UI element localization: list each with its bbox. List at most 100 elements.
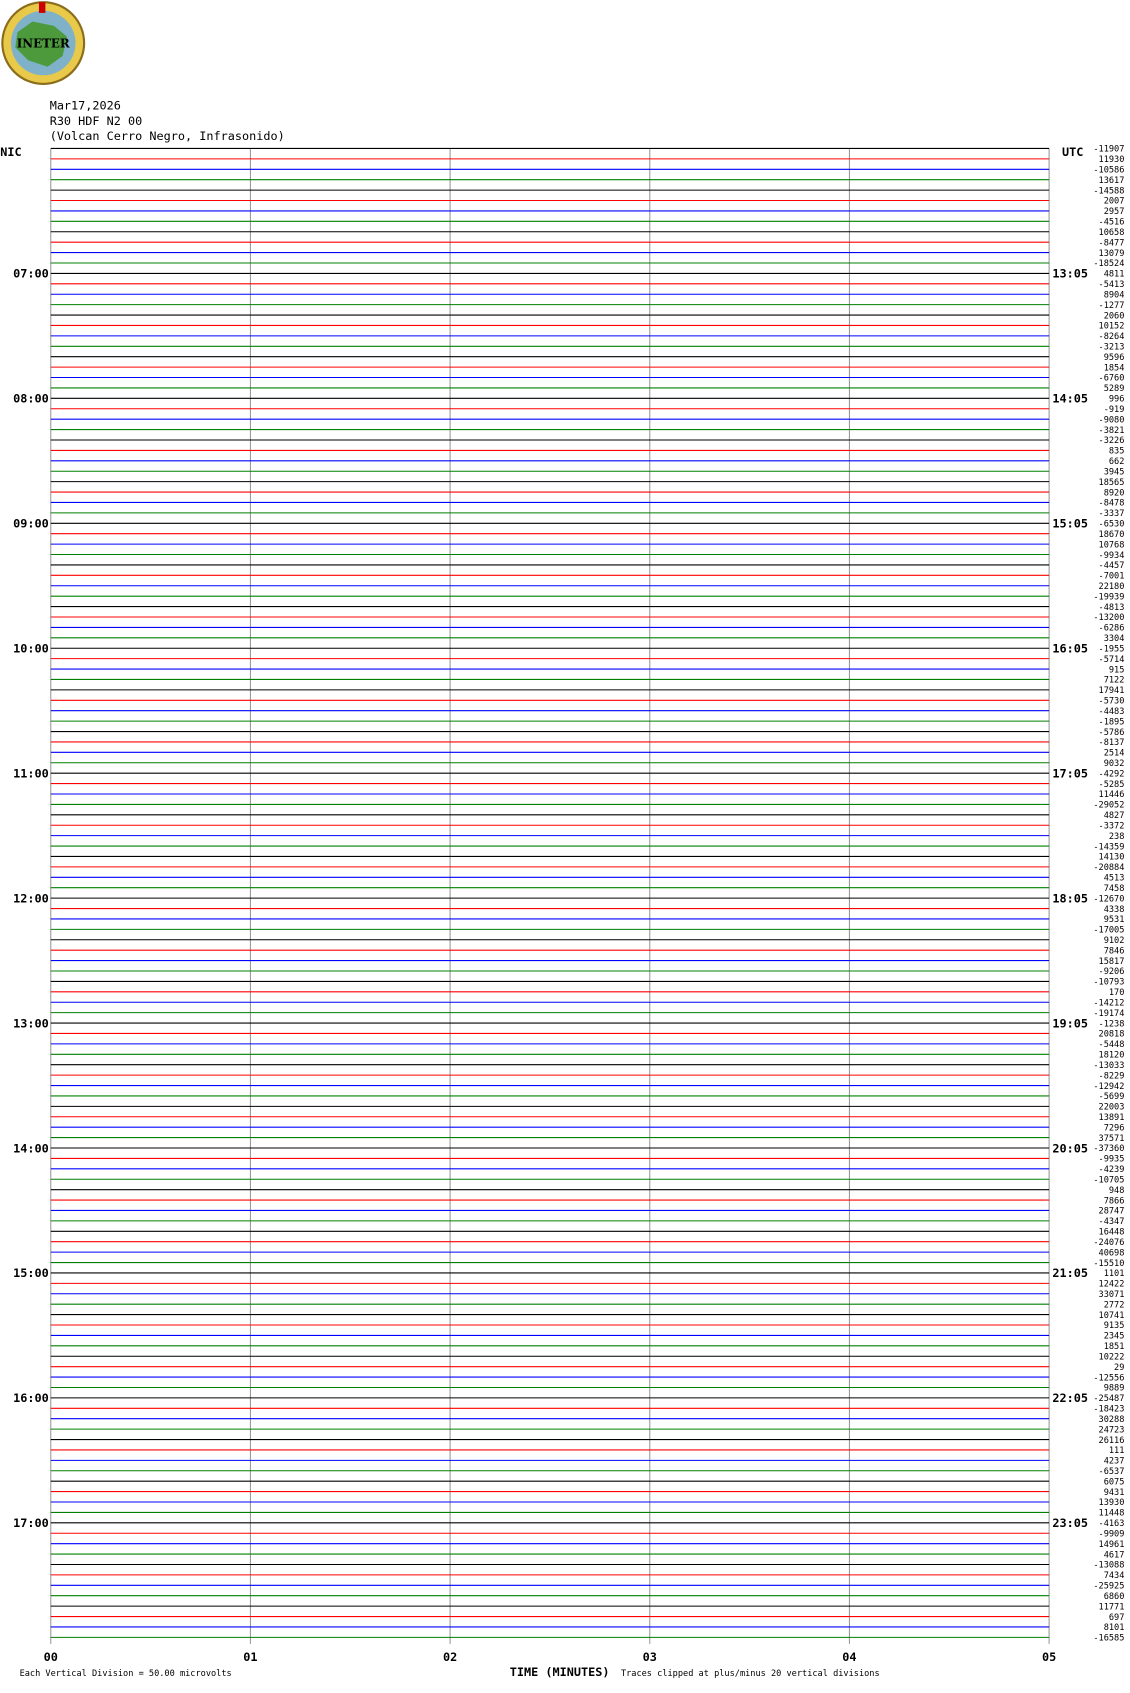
trace-offset: -5448 [1099,1040,1125,1050]
trace-offset: -9934 [1099,551,1125,561]
trace-offset: 9135 [1104,1321,1125,1331]
left-hour-label: 11:00 [13,766,49,780]
trace-offset: 697 [1109,1613,1125,1623]
station: R30 HDF N2 00 [50,114,143,128]
trace-offset: 40698 [1099,1248,1125,1258]
trace-offset: -24076 [1093,1238,1124,1248]
trace-offset: 7122 [1104,676,1125,686]
trace-offset: -4457 [1099,561,1125,571]
logo-text: INETER [17,36,70,50]
x-tick-label: 00 [44,1650,58,1664]
left-hour-label: 13:00 [13,1016,49,1030]
trace-offset: 9431 [1104,1488,1125,1498]
trace-offset: 2060 [1104,311,1125,321]
trace-offset: -5714 [1099,655,1125,665]
trace-offset: 9889 [1104,1384,1125,1394]
logo: INETER [1,1,86,85]
trace-offset: -6537 [1099,1467,1125,1477]
trace-offset: -1277 [1099,301,1125,311]
trace-offset: -8137 [1099,738,1125,748]
trace-offset: 6860 [1104,1592,1125,1602]
station-name: (Volcan Cerro Negro, Infrasonido) [50,129,285,143]
right-hour-label: 13:05 [1052,267,1088,281]
right-hour-label: 21:05 [1052,1266,1088,1280]
trace-offset: 7458 [1104,884,1125,894]
trace-offset: 14130 [1099,853,1125,863]
trace-offset: 18670 [1099,530,1125,540]
trace-offset: -4483 [1099,707,1125,717]
trace-offset: 662 [1109,457,1125,467]
trace-offset: 4237 [1104,1457,1125,1467]
trace-offset: 170 [1109,988,1125,998]
trace-offset: -19174 [1093,1009,1124,1019]
left-hour-label: 10:00 [13,642,49,656]
trace-offset: 10768 [1099,540,1125,550]
x-tick-label: 04 [842,1650,856,1664]
trace-offset: -8478 [1099,499,1125,509]
right-hour-label: 20:05 [1052,1141,1088,1155]
x-tick-label: 01 [243,1650,257,1664]
trace-offset: -9080 [1099,415,1125,425]
trace-offset: 4338 [1104,905,1125,915]
trace-offset: -919 [1104,405,1125,415]
trace-offset: -5730 [1099,697,1125,707]
trace-offset: -11907 [1093,145,1124,155]
left-hour-label: 07:00 [13,267,49,281]
trace-offset: -10705 [1093,1175,1124,1185]
trace-offset: 10741 [1099,1311,1125,1321]
trace-offset: 2345 [1104,1332,1125,1342]
trace-offset: -29052 [1093,801,1124,811]
trace-offset: 11446 [1099,790,1125,800]
left-hour-label: 12:00 [13,891,49,905]
trace-offset: 22180 [1099,582,1125,592]
trace-offset: -6530 [1099,520,1125,530]
trace-offset: -5413 [1099,280,1125,290]
trace-offset: 9102 [1104,936,1125,946]
x-tick-label: 03 [643,1650,657,1664]
trace-offset: 8101 [1104,1623,1125,1633]
trace-offset: -12670 [1093,894,1124,904]
x-axis-label: TIME (MINUTES) [510,1665,610,1679]
trace-offset: -13200 [1093,613,1124,623]
trace-offset: -19939 [1093,592,1124,602]
trace-offset: 5289 [1104,384,1125,394]
trace-offset: -3337 [1099,509,1125,519]
trace-offset: 24723 [1099,1425,1125,1435]
trace-offset: 10222 [1099,1352,1125,1362]
left-hour-label: 08:00 [13,392,49,406]
left-hour-label: 15:00 [13,1266,49,1280]
trace-offset: 29 [1114,1363,1124,1373]
trace-offset: 26116 [1099,1436,1125,1446]
trace-offset: -1895 [1099,717,1125,727]
trace-offset: 11930 [1099,155,1125,165]
trace-offset: 4617 [1104,1550,1125,1560]
trace-offset: -5786 [1099,728,1125,738]
trace-offset: -15510 [1093,1259,1124,1269]
trace-offset: -3372 [1099,821,1125,831]
trace-offset: 2772 [1104,1300,1125,1310]
trace-offset: -8229 [1099,1071,1125,1081]
trace-offset: -4163 [1099,1519,1125,1529]
trace-offset: 3304 [1104,634,1125,644]
right-hour-label: 16:05 [1052,642,1088,656]
trace-offset: 2514 [1104,749,1125,759]
left-hour-label: 17:00 [13,1516,49,1530]
trace-offset: 16448 [1099,1228,1125,1238]
trace-offset: 9531 [1104,915,1125,925]
x-tick-label: 05 [1042,1650,1056,1664]
right-hour-label: 14:05 [1052,392,1088,406]
right-hour-label: 19:05 [1052,1016,1088,1030]
trace-offset: -18524 [1093,259,1124,269]
trace-offset: -6286 [1099,624,1125,634]
trace-offset: 4513 [1104,874,1125,884]
trace-offset: -1238 [1099,1019,1125,1029]
trace-offset: 111 [1109,1446,1125,1456]
trace-offset: -12942 [1093,1082,1124,1092]
trace-offset: 2007 [1104,197,1125,207]
right-timezone: UTC [1062,145,1083,159]
trace-offset: 9596 [1104,353,1125,363]
trace-offset: -4292 [1099,769,1125,779]
trace-offset: -13088 [1093,1561,1124,1571]
footer-left: Each Vertical Division = 50.00 microvolt… [20,1669,232,1679]
